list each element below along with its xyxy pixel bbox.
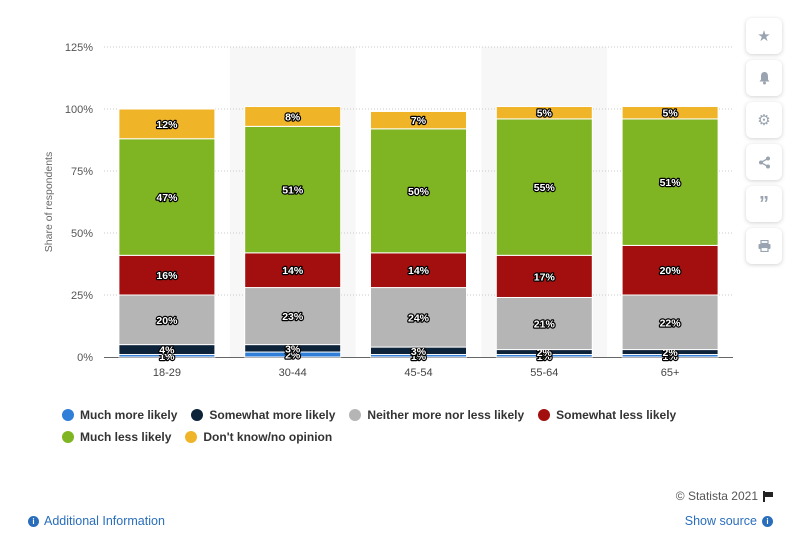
legend-marker: [538, 409, 551, 421]
y-tick-label: 0%: [77, 352, 93, 364]
data-label: 51%: [660, 177, 682, 189]
bell-icon[interactable]: [746, 60, 782, 96]
bar-segment: [370, 110, 467, 130]
legend-item-much-less-likely[interactable]: Much less likely: [62, 430, 171, 444]
legend-item-somewhat-less-likely[interactable]: Somewhat less likely: [538, 408, 676, 422]
flag-icon: [763, 491, 773, 502]
x-tick-label: 18-29: [153, 367, 181, 379]
y-tick-label: 50%: [71, 228, 93, 240]
data-label: 23%: [282, 311, 304, 323]
data-label: 7%: [411, 115, 427, 127]
quote-icon[interactable]: ”: [746, 186, 782, 222]
chart: 0% 25% 50% 75% 100% 125% Share of respondents 1…: [43, 42, 733, 379]
data-label: 5%: [663, 108, 679, 120]
bar-segment: [621, 106, 719, 120]
data-label: 55%: [534, 182, 556, 194]
legend-marker: [62, 409, 74, 421]
data-label: 14%: [282, 265, 304, 277]
legend-item-much-more-likely[interactable]: Much more likely: [62, 408, 177, 422]
data-label: 3%: [285, 343, 301, 355]
bar-segment: [370, 128, 467, 254]
data-label: 8%: [285, 111, 301, 123]
show-source-link[interactable]: Show source i: [685, 514, 773, 528]
data-label: 24%: [408, 312, 430, 324]
data-label: 22%: [660, 317, 682, 329]
y-tick-label: 75%: [71, 166, 93, 178]
bar-segment: [495, 296, 593, 351]
legend-item-somewhat-more-likely[interactable]: Somewhat more likely: [191, 408, 335, 422]
additional-info-link[interactable]: i Additional Information: [28, 514, 165, 528]
x-tick-label: 30-44: [279, 367, 307, 379]
legend-item-dont-know[interactable]: Don't know/no opinion: [185, 430, 332, 444]
legend-row-2: Much less likely Don't know/no opinion: [62, 426, 742, 448]
bar-segment: [370, 252, 467, 289]
data-label: 20%: [660, 265, 682, 277]
legend-marker: [185, 431, 198, 443]
legend-label: Somewhat more likely: [209, 408, 336, 422]
legend-label: Neither more nor less likely: [367, 408, 525, 422]
legend-item-neither[interactable]: Neither more nor less likely: [349, 408, 524, 422]
gear-icon[interactable]: ⚙: [746, 102, 782, 138]
bar-segment: [621, 294, 719, 351]
data-label: 12%: [156, 119, 178, 131]
data-label: 5%: [537, 108, 553, 120]
legend-label: Much less likely: [80, 430, 172, 444]
legend: Much more likely Somewhat more likely Ne…: [62, 404, 742, 448]
data-label: 17%: [534, 271, 556, 283]
star-icon[interactable]: ★: [746, 18, 782, 54]
copyright[interactable]: © Statista 2021: [676, 489, 773, 503]
bar-segment: [118, 108, 216, 140]
legend-label: Don't know/no opinion: [203, 430, 333, 444]
data-label: 4%: [159, 345, 175, 357]
legend-label: Much more likely: [80, 408, 178, 422]
x-tick-label: 45-54: [404, 367, 432, 379]
show-source-label: Show source: [684, 514, 757, 528]
data-label: 20%: [156, 315, 178, 327]
y-tick-label: 100%: [65, 104, 93, 116]
bar-segment: [244, 287, 342, 346]
data-label: 51%: [282, 185, 304, 197]
bar-segment: [495, 118, 593, 256]
data-label: 16%: [156, 270, 178, 282]
data-label: 21%: [534, 319, 556, 331]
data-label: 50%: [408, 186, 430, 198]
y-tick-label: 25%: [71, 290, 93, 302]
bar-segment: [495, 254, 593, 298]
data-label: 14%: [408, 265, 430, 277]
legend-marker: [349, 409, 362, 421]
legend-row-1: Much more likely Somewhat more likely Ne…: [62, 404, 742, 426]
sidebar-toolbar: ★ ⚙ ”: [746, 18, 782, 270]
share-icon[interactable]: [746, 144, 782, 180]
legend-label: Somewhat less likely: [556, 408, 677, 422]
bar-segment: [495, 106, 593, 120]
bar-segment: [244, 106, 342, 127]
x-tick-label: 55-64: [530, 367, 558, 379]
x-tick-label: 65+: [661, 367, 680, 379]
data-label: 3%: [411, 346, 427, 358]
additional-info-label: Additional Information: [44, 514, 165, 528]
bar-segment: [621, 244, 719, 296]
y-axis-title: Share of respondents: [43, 152, 55, 252]
legend-marker: [191, 409, 204, 421]
info-icon: i: [28, 515, 39, 527]
bar-segment: [244, 125, 342, 254]
info-icon: i: [762, 515, 773, 527]
copyright-text: © Statista 2021: [675, 489, 758, 503]
y-tick-label: 125%: [65, 42, 93, 54]
data-label: 47%: [156, 192, 178, 204]
print-icon[interactable]: [746, 228, 782, 264]
bar-segment: [621, 118, 719, 246]
legend-marker: [62, 431, 74, 443]
